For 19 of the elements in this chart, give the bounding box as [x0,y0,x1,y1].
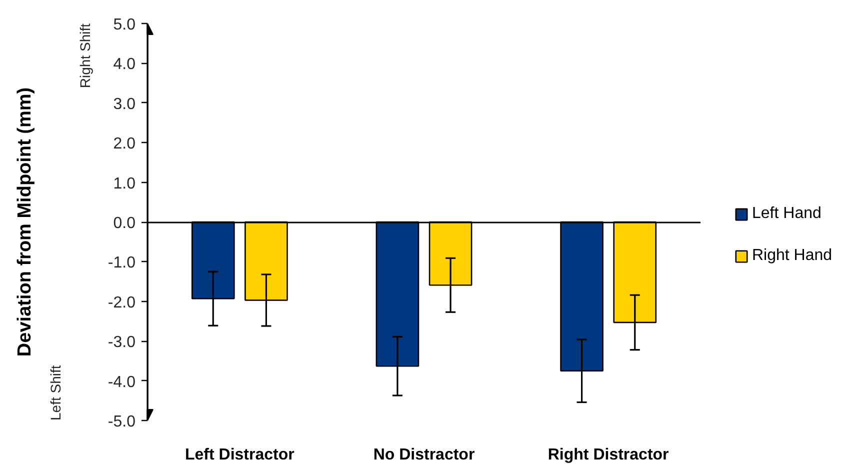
y-tick-label: 1.0 [113,175,136,192]
y-tick-label: 4.0 [113,56,136,74]
y-tick-label: -1.0 [108,254,136,272]
y-tick-label: -2.0 [108,294,136,312]
y-axis-title: Deviation from Midpoint (mm) [14,87,36,357]
x-tick-label: Left Distractor [184,446,294,464]
legend-label: Left Hand [752,204,822,224]
y-tick-label: 2.0 [113,136,136,153]
x-tick-label: No Distractor [373,446,475,464]
text: Right Shift [77,23,93,88]
y-tick-label: 3.0 [113,96,136,113]
y-tick-label: 0.0 [113,215,136,232]
y-tick-label: -3.0 [108,334,136,352]
legend-label: Right Hand [752,246,832,266]
y-tick-label: 5.0 [113,16,136,34]
x-tick-label: Right Distractor [548,446,669,464]
y-tick-label: -4.0 [108,374,136,391]
text: Left Shift [48,365,64,420]
y-tick-label: -5.0 [108,414,136,430]
